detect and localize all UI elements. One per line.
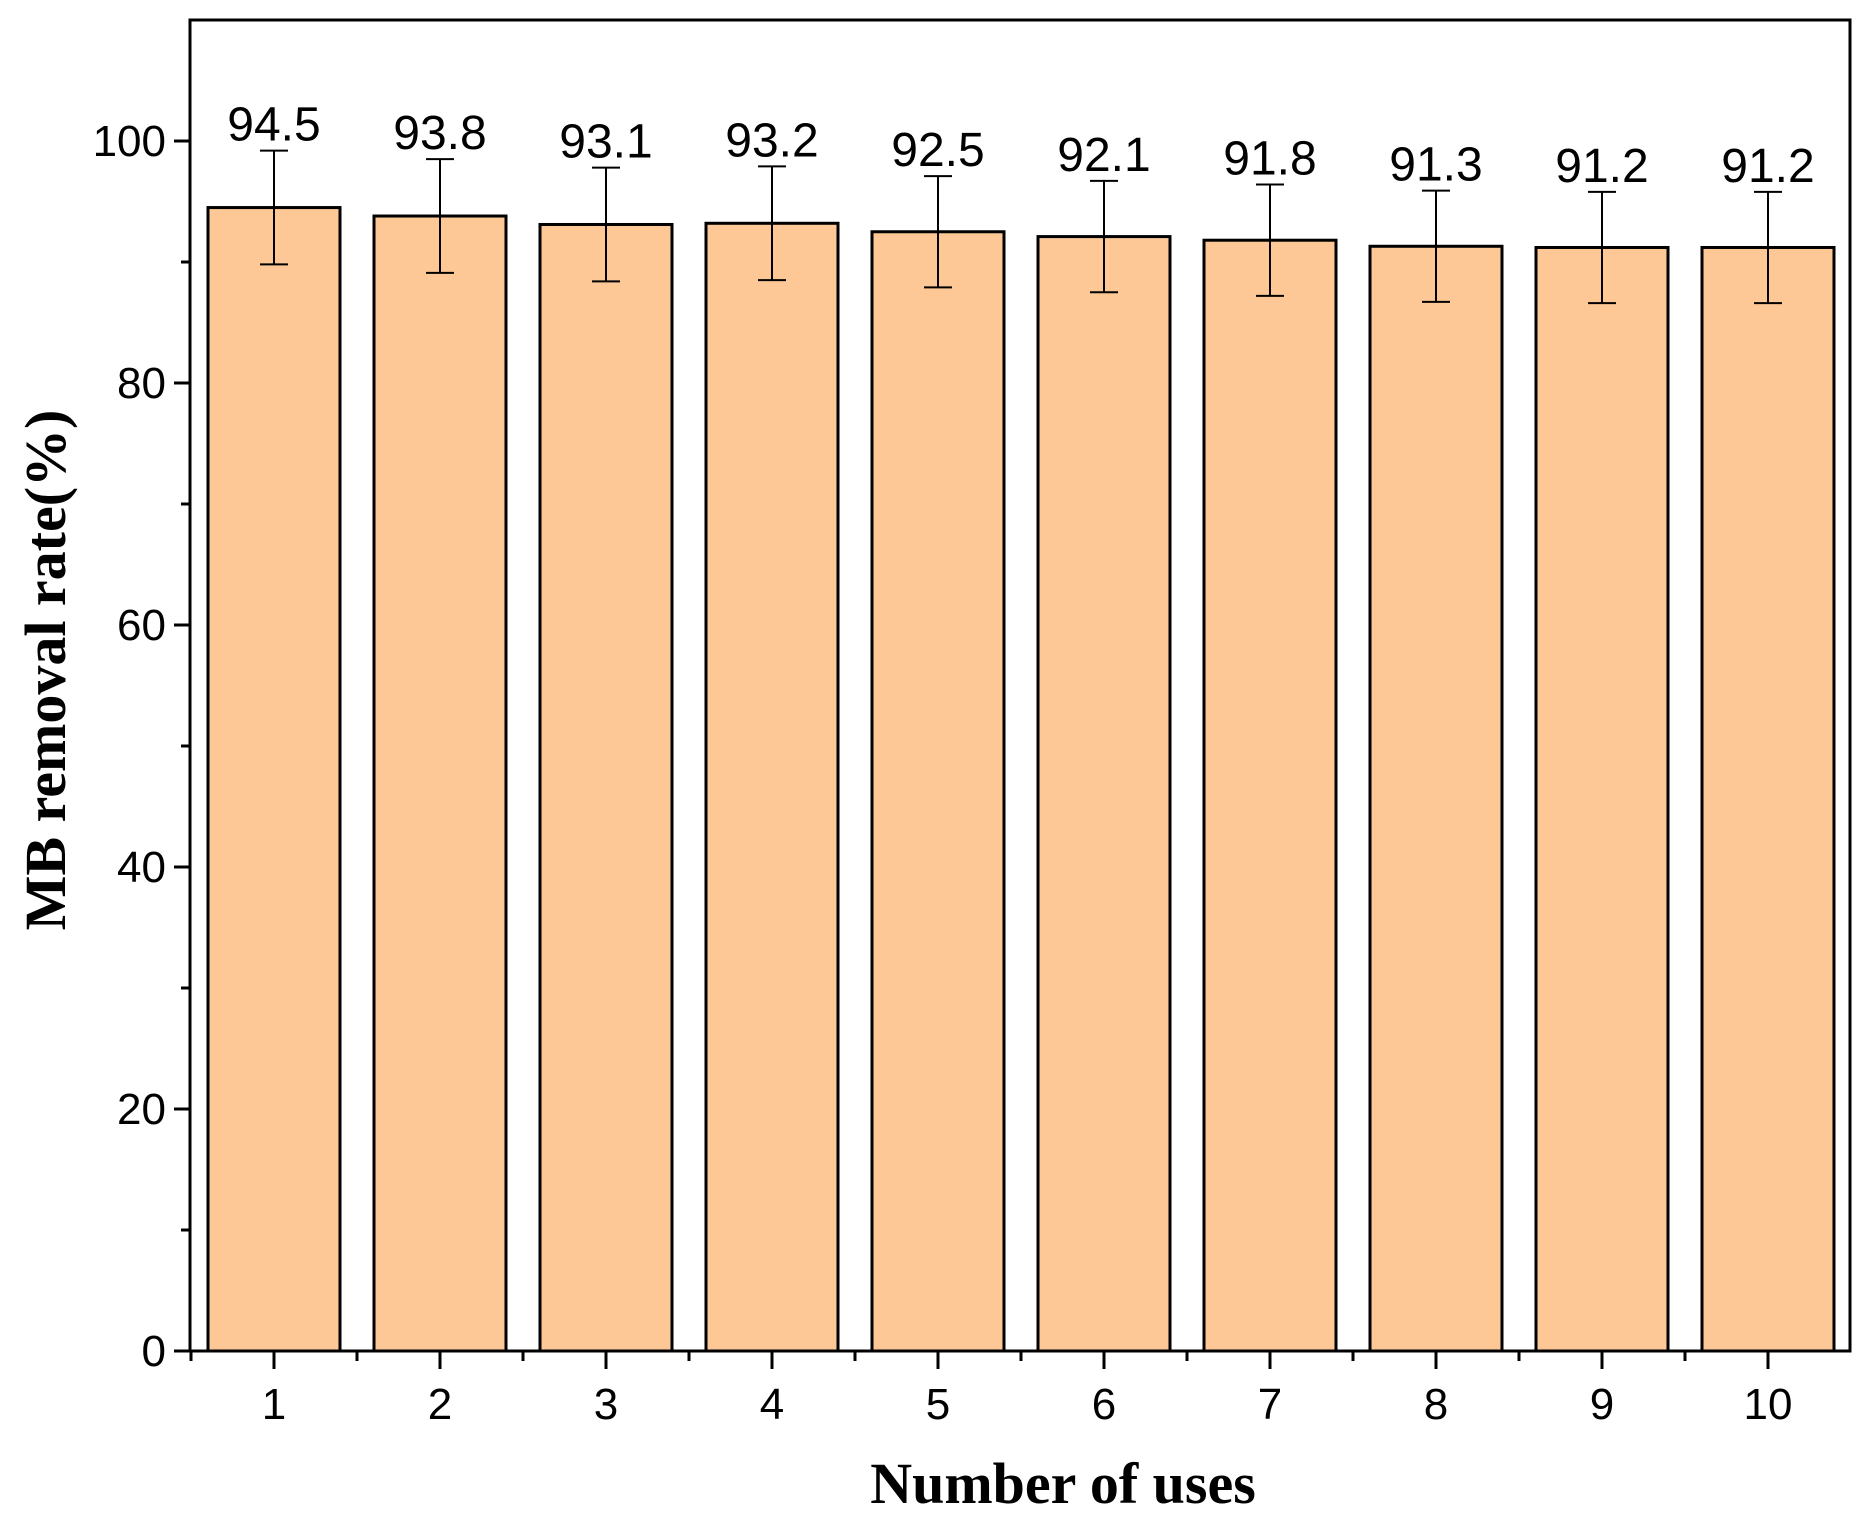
y-axis-title: MB removal rate(%) [13, 410, 78, 931]
x-tick-label-7: 7 [1258, 1380, 1282, 1429]
bar-6 [1036, 235, 1172, 1353]
bar-5 [870, 230, 1006, 1353]
x-tick-label-5: 5 [926, 1380, 950, 1429]
y-tick-label-100: 100 [93, 117, 166, 166]
x-tick-label-3: 3 [594, 1380, 618, 1429]
data-label-6: 92.1 [1057, 129, 1150, 182]
bar-1 [206, 206, 342, 1353]
bar-3 [538, 222, 674, 1353]
data-label-8: 91.3 [1389, 139, 1482, 192]
y-tick-label-60: 60 [117, 601, 166, 650]
data-label-5: 92.5 [891, 124, 984, 177]
x-tick-label-4: 4 [760, 1380, 784, 1429]
x-tick-label-1: 1 [262, 1380, 286, 1429]
bar-4 [704, 221, 840, 1353]
data-label-2: 93.8 [393, 107, 486, 160]
y-tick-label-0: 0 [142, 1327, 166, 1376]
x-tick-label-8: 8 [1424, 1380, 1448, 1429]
bar-8 [1368, 244, 1504, 1353]
data-label-10: 91.2 [1721, 140, 1814, 193]
bar-10 [1700, 245, 1836, 1353]
x-tick-label-2: 2 [428, 1380, 452, 1429]
bar-2 [372, 214, 508, 1353]
y-tick-label-80: 80 [117, 359, 166, 408]
labels-layer: 0 20 40 60 80 100 1 2 3 4 5 6 7 8 9 10 94.5 93.8 93.1 93.2 9… [93, 99, 1815, 1429]
x-tick-label-9: 9 [1590, 1380, 1614, 1429]
data-label-7: 91.8 [1223, 133, 1316, 186]
error-bars-layer [260, 149, 1782, 305]
y-tick-label-40: 40 [117, 843, 166, 892]
data-label-1: 94.5 [227, 99, 320, 152]
x-tick-label-10: 10 [1744, 1380, 1793, 1429]
bars-layer [206, 206, 1836, 1353]
x-tick-label-6: 6 [1092, 1380, 1116, 1429]
y-tick-label-20: 20 [117, 1085, 166, 1134]
axes-layer [174, 18, 1852, 1369]
x-axis-title: Number of uses [870, 1451, 1256, 1516]
data-label-3: 93.1 [559, 116, 652, 169]
data-label-9: 91.2 [1555, 140, 1648, 193]
bar-7 [1202, 238, 1338, 1353]
bar-9 [1534, 245, 1670, 1353]
data-label-4: 93.2 [725, 114, 818, 167]
